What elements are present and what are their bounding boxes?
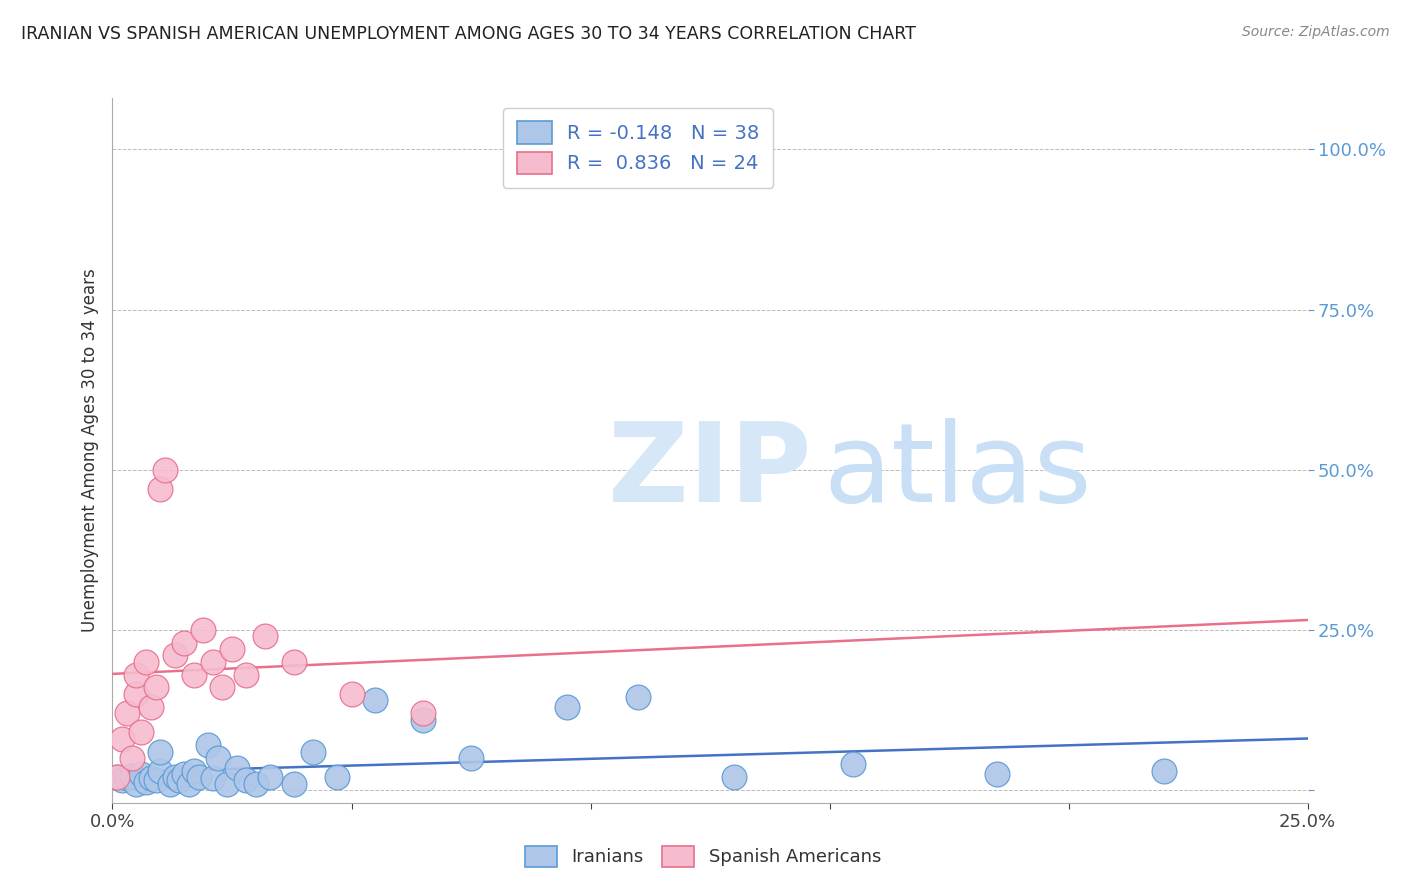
Point [159, 776, 181, 790]
Point [121, 769, 143, 783]
Point [145, 773, 167, 788]
Point [125, 687, 148, 701]
Point [115, 772, 138, 786]
Point [173, 635, 195, 649]
Legend: Iranians, Spanish Americans: Iranians, Spanish Americans [517, 838, 889, 874]
Point [1153, 764, 1175, 778]
Point [211, 681, 233, 695]
Point [125, 667, 148, 681]
Point [139, 772, 162, 786]
Point [177, 776, 200, 790]
Point [129, 725, 152, 739]
Point [115, 706, 138, 720]
Point [235, 667, 257, 681]
Point [183, 667, 205, 681]
Point [412, 706, 434, 720]
Point [364, 693, 387, 707]
Point [105, 770, 128, 784]
Point [183, 764, 205, 778]
Point [986, 767, 1008, 781]
Point [125, 776, 148, 790]
Point [187, 770, 209, 784]
Legend: R = -0.148   N = 38, R =  0.836   N = 24: R = -0.148 N = 38, R = 0.836 N = 24 [503, 108, 773, 187]
Point [111, 731, 134, 746]
Point [254, 629, 277, 643]
Point [283, 655, 305, 669]
Point [245, 776, 267, 790]
Point [201, 655, 224, 669]
Point [121, 751, 143, 765]
Point [173, 767, 195, 781]
Y-axis label: Unemployment Among Ages 30 to 34 years: Unemployment Among Ages 30 to 34 years [80, 268, 98, 632]
Point [169, 773, 191, 788]
Point [235, 773, 257, 788]
Point [217, 776, 239, 790]
Point [225, 760, 247, 774]
Point [197, 738, 219, 752]
Text: atlas: atlas [824, 418, 1092, 525]
Text: Source: ZipAtlas.com: Source: ZipAtlas.com [1241, 25, 1389, 39]
Point [149, 482, 172, 496]
Point [163, 770, 186, 784]
Point [627, 690, 650, 705]
Point [193, 623, 215, 637]
Point [129, 767, 152, 781]
Point [723, 770, 745, 784]
Point [412, 713, 434, 727]
Point [145, 681, 167, 695]
Point [460, 751, 482, 765]
Point [153, 463, 176, 477]
Point [555, 699, 578, 714]
Point [163, 648, 186, 663]
Point [302, 745, 325, 759]
Point [326, 770, 349, 784]
Point [149, 764, 172, 778]
Point [221, 642, 243, 657]
Point [207, 751, 229, 765]
Point [259, 770, 281, 784]
Point [139, 699, 162, 714]
Point [842, 757, 865, 772]
Point [340, 687, 363, 701]
Point [111, 773, 134, 788]
Point [135, 775, 157, 789]
Text: ZIP: ZIP [609, 418, 811, 525]
Point [149, 745, 172, 759]
Point [105, 770, 128, 784]
Point [135, 655, 157, 669]
Point [201, 772, 224, 786]
Point [283, 776, 305, 790]
Text: IRANIAN VS SPANISH AMERICAN UNEMPLOYMENT AMONG AGES 30 TO 34 YEARS CORRELATION C: IRANIAN VS SPANISH AMERICAN UNEMPLOYMENT… [21, 25, 915, 43]
